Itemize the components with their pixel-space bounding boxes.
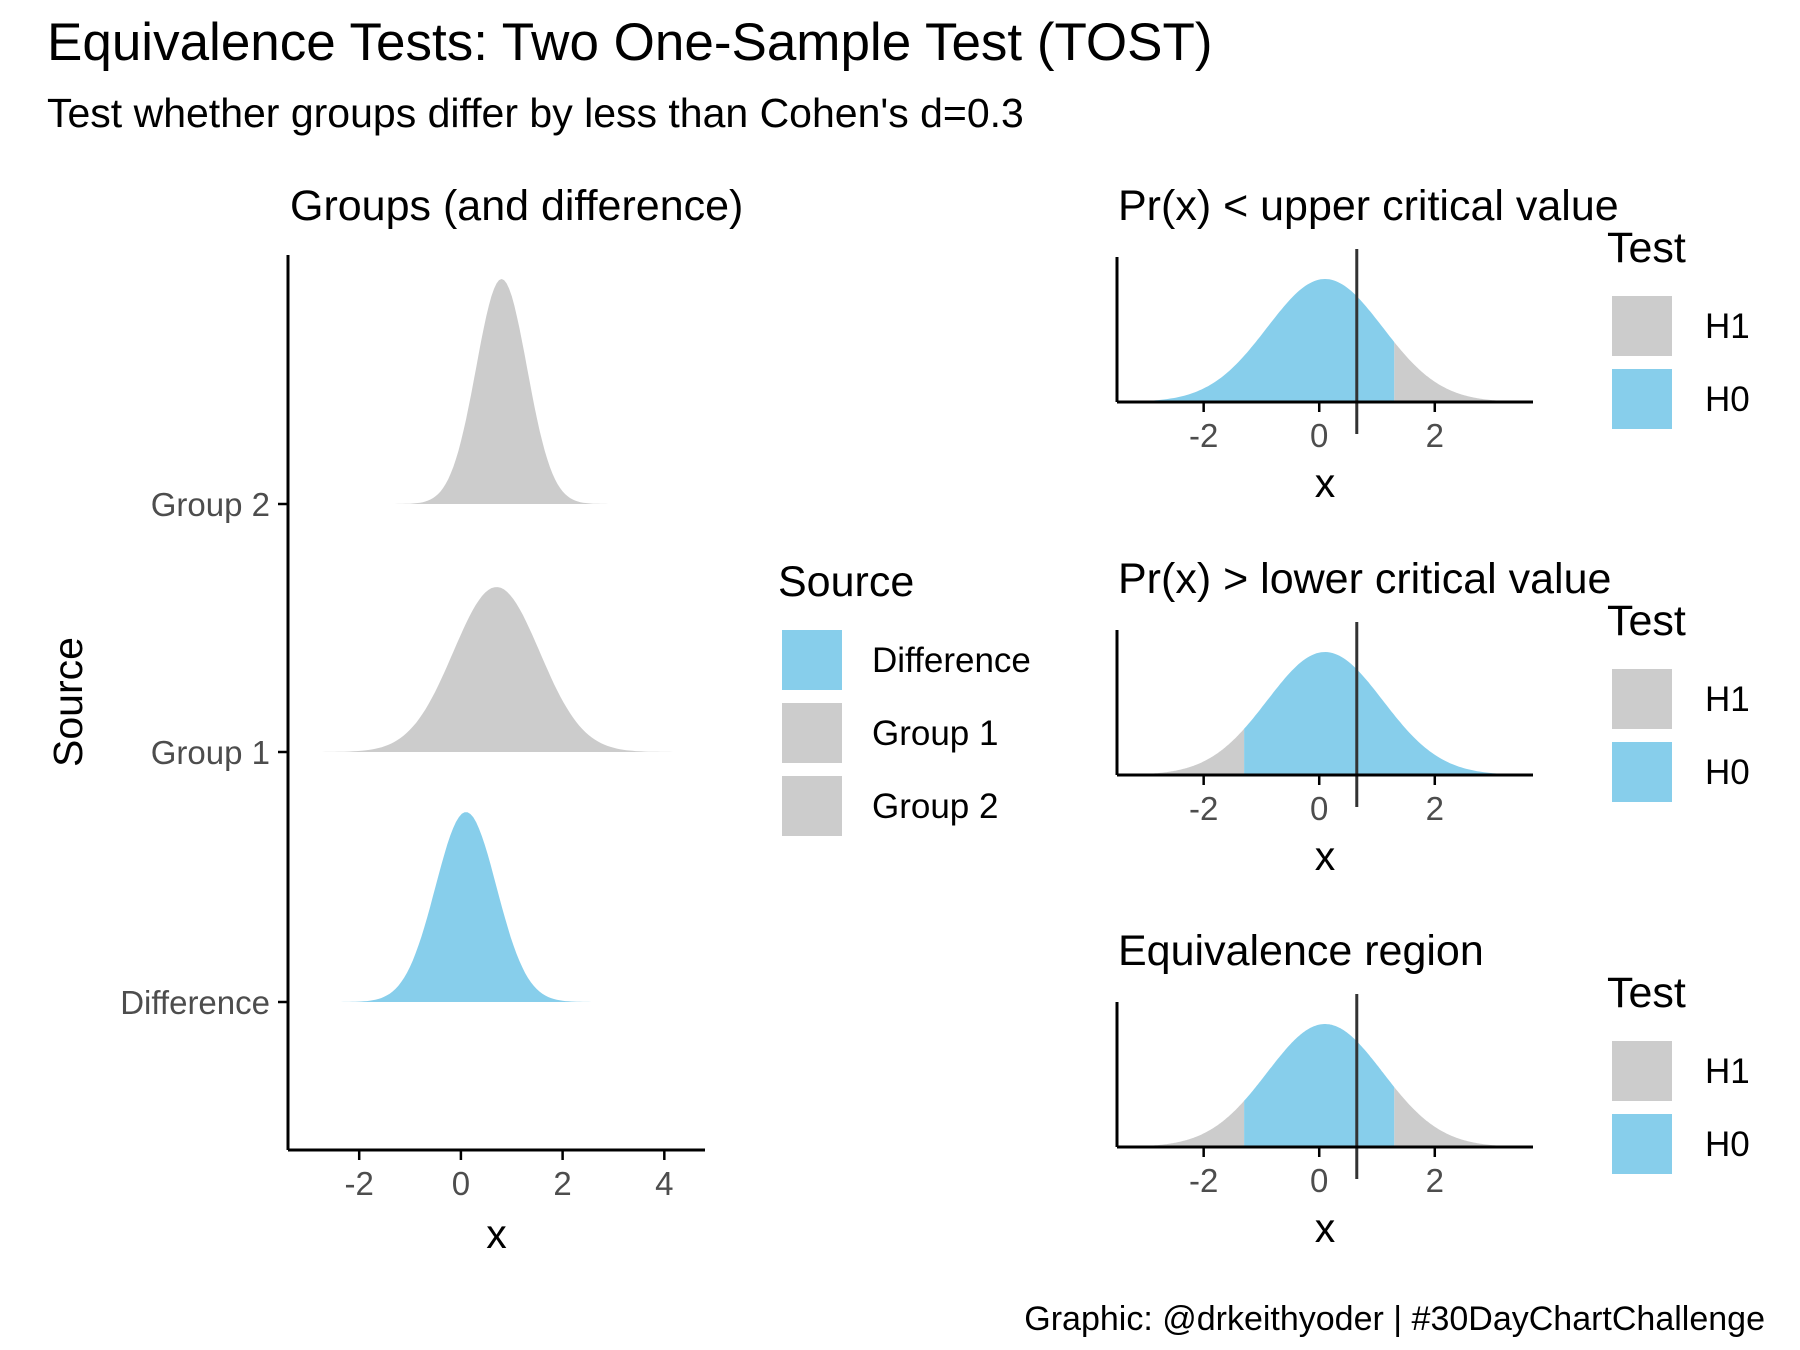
legend-label-difference: Difference	[872, 641, 1031, 680]
test-panel-1-legend-key-h0	[1612, 369, 1672, 429]
test-panel-2-legend-key-h1	[1612, 669, 1672, 729]
test-panel-3-region-h1	[1394, 1087, 1528, 1147]
test-panel-3-x-axis-title: x	[1315, 1205, 1336, 1251]
test-panel-2-x-axis-title: x	[1315, 833, 1336, 879]
test-panel-2-x-tick-label: 0	[1310, 790, 1328, 827]
legend-label-group-1: Group 1	[872, 714, 998, 753]
test-panel-3-region-h1	[1134, 1100, 1245, 1147]
test-panel-2-legend-label-h1: H1	[1705, 680, 1750, 719]
density-group-1	[303, 587, 680, 752]
figure-subtitle: Test whether groups differ by less than …	[47, 90, 1024, 136]
test-panel-1-x-tick-label: -2	[1189, 417, 1218, 454]
test-panel-3-region-h0	[1244, 1024, 1395, 1147]
test-panel-1-legend-label-h0: H0	[1705, 380, 1750, 419]
test-panel-1-legend-label-h1: H1	[1705, 307, 1750, 346]
test-panel-3-x-tick-label: -2	[1189, 1162, 1218, 1199]
source-legend-title: Source	[778, 558, 914, 606]
test-panel-3-legend-key-h0	[1612, 1114, 1672, 1174]
test-panel-1-region-h1	[1394, 342, 1528, 402]
test-panel-2-region-h1	[1134, 728, 1245, 775]
test-panel-3-legend-label-h0: H0	[1705, 1125, 1750, 1164]
legend-key-group-1	[782, 703, 842, 763]
test-panel-3-x-tick-label: 2	[1426, 1162, 1444, 1199]
test-panel-1-legend-key-h1	[1612, 296, 1672, 356]
test-panel-3-title: Equivalence region	[1118, 927, 1484, 975]
left-panel-title: Groups (and difference)	[290, 182, 743, 230]
left-x-tick-label: -2	[345, 1165, 374, 1202]
test-panel-2-legend-label-h0: H0	[1705, 753, 1750, 792]
left-x-tick-label: 4	[655, 1165, 673, 1202]
test-panel-1-x-tick-label: 0	[1310, 417, 1328, 454]
test-panel-2-region-h0	[1244, 652, 1516, 775]
figure-caption: Graphic: @drkeithyoder | #30DayChartChal…	[1024, 1300, 1765, 1338]
legend-key-group-2	[782, 776, 842, 836]
left-x-tick-label: 2	[553, 1165, 571, 1202]
y-tick-label-group-1: Group 1	[151, 734, 270, 771]
left-y-axis-title: Source	[45, 637, 91, 767]
y-tick-label-group-2: Group 2	[151, 486, 270, 523]
left-x-tick-label: 0	[452, 1165, 470, 1202]
test-panel-1-x-tick-label: 2	[1426, 417, 1444, 454]
test-panel-2-x-tick-label: -2	[1189, 790, 1218, 827]
legend-key-difference	[782, 630, 842, 690]
test-panel-1-region-h0	[1134, 279, 1395, 402]
test-panel-3-legend-key-h1	[1612, 1041, 1672, 1101]
test-panel-1-x-axis-title: x	[1315, 460, 1336, 506]
y-tick-label-difference: Difference	[120, 984, 270, 1021]
test-panel-3-x-tick-label: 0	[1310, 1162, 1328, 1199]
left-x-axis-title: x	[486, 1211, 507, 1257]
legend-label-group-2: Group 2	[872, 787, 998, 826]
test-panel-3-legend-title: Test	[1607, 969, 1686, 1017]
figure-title: Equivalence Tests: Two One-Sample Test (…	[47, 13, 1213, 72]
density-group-2	[349, 279, 655, 504]
test-panel-3-legend-label-h1: H1	[1705, 1052, 1750, 1091]
test-panel-2-legend-key-h0	[1612, 742, 1672, 802]
test-panel-2-x-tick-label: 2	[1426, 790, 1444, 827]
test-panel-1-title: Pr(x) < upper critical value	[1118, 182, 1619, 230]
test-panel-1-legend-title: Test	[1607, 224, 1686, 272]
density-difference	[303, 812, 650, 1002]
test-panel-2-legend-title: Test	[1607, 597, 1686, 645]
test-panel-2-title: Pr(x) > lower critical value	[1118, 555, 1611, 603]
